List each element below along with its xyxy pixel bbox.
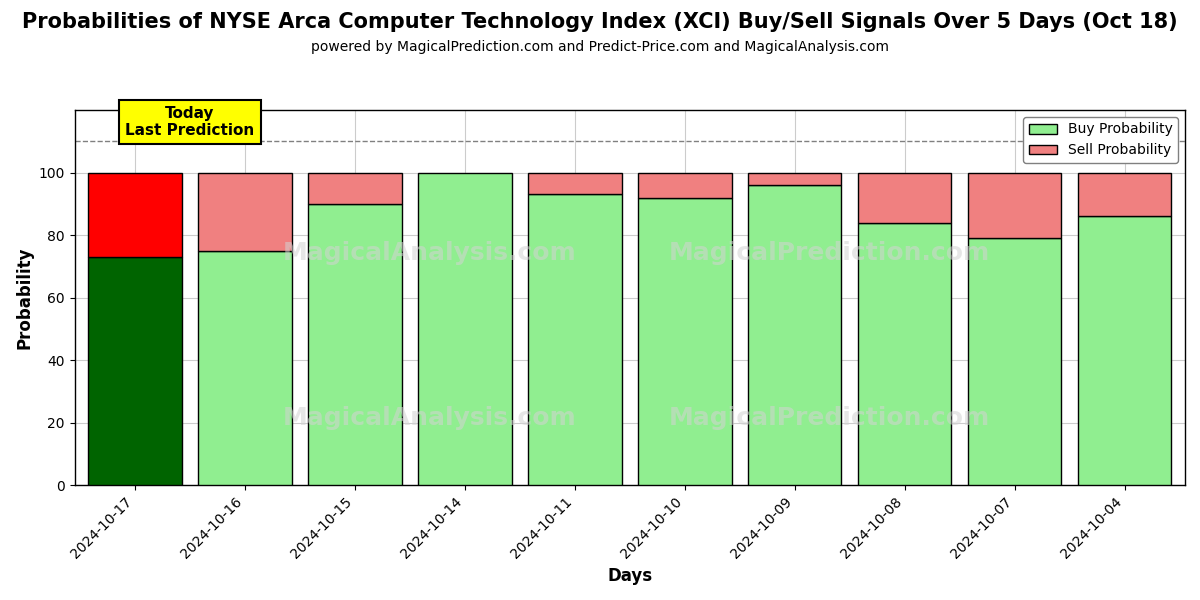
Y-axis label: Probability: Probability xyxy=(16,247,34,349)
Bar xyxy=(528,194,622,485)
Bar xyxy=(858,223,952,485)
Bar xyxy=(528,173,622,194)
Bar xyxy=(968,238,1061,485)
Bar xyxy=(198,173,292,251)
Bar xyxy=(419,173,511,485)
Bar xyxy=(638,173,732,197)
Text: Today
Last Prediction: Today Last Prediction xyxy=(126,106,254,138)
Bar xyxy=(308,204,402,485)
Text: MagicalAnalysis.com: MagicalAnalysis.com xyxy=(283,406,577,430)
Text: MagicalPrediction.com: MagicalPrediction.com xyxy=(670,241,990,265)
Legend: Buy Probability, Sell Probability: Buy Probability, Sell Probability xyxy=(1024,117,1178,163)
Text: Probabilities of NYSE Arca Computer Technology Index (XCI) Buy/Sell Signals Over: Probabilities of NYSE Arca Computer Tech… xyxy=(22,12,1178,32)
Bar xyxy=(968,173,1061,238)
Bar xyxy=(89,257,182,485)
X-axis label: Days: Days xyxy=(607,567,653,585)
Text: MagicalAnalysis.com: MagicalAnalysis.com xyxy=(283,241,577,265)
Bar xyxy=(1078,173,1171,216)
Bar xyxy=(198,251,292,485)
Bar xyxy=(1078,216,1171,485)
Bar xyxy=(748,173,841,185)
Bar xyxy=(89,173,182,257)
Text: MagicalPrediction.com: MagicalPrediction.com xyxy=(670,406,990,430)
Bar xyxy=(748,185,841,485)
Bar xyxy=(308,173,402,204)
Bar xyxy=(858,173,952,223)
Text: powered by MagicalPrediction.com and Predict-Price.com and MagicalAnalysis.com: powered by MagicalPrediction.com and Pre… xyxy=(311,40,889,54)
Bar xyxy=(638,197,732,485)
